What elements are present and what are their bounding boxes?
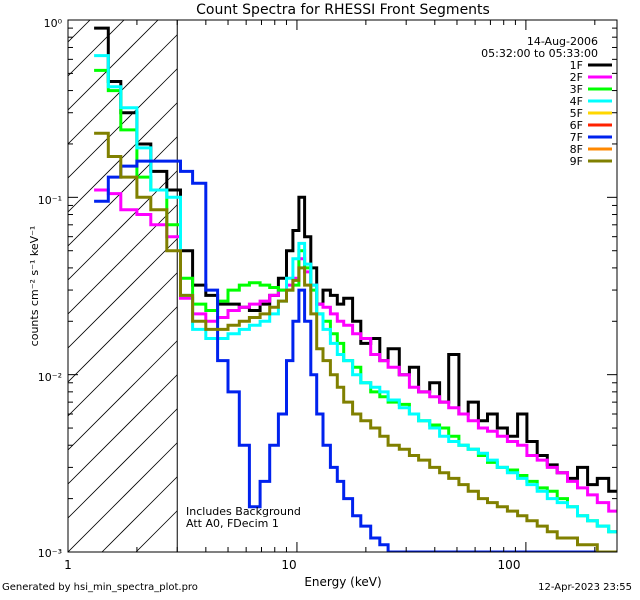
legend-label-8F: 8F <box>570 143 583 156</box>
hatch-line <box>68 20 125 77</box>
hatch-line <box>68 0 177 8</box>
background-hatch-region <box>68 0 178 552</box>
series-line-4F <box>94 54 617 534</box>
hatch-line <box>68 306 178 417</box>
hatch-line <box>68 408 178 519</box>
series-line-9F <box>94 131 617 552</box>
legend-label-5F: 5F <box>570 107 583 120</box>
x-tick-label-1: 1 <box>64 558 72 572</box>
hatch-line <box>68 204 178 315</box>
footer-generated-by: Generated by hsi_min_spectra_plot.pro <box>2 582 198 593</box>
hatch-line <box>68 102 178 213</box>
x-axis-label: Energy (keV) <box>304 575 381 589</box>
legend-label-9F: 9F <box>570 155 583 168</box>
series-line-7F <box>94 159 617 552</box>
legend-label-1F: 1F <box>570 59 583 72</box>
x-tick-label-100: 100 <box>498 558 521 572</box>
hatch-line <box>68 442 178 552</box>
y-tick-label-0.001: 10⁻³ <box>38 547 62 560</box>
legend-label-2F: 2F <box>570 71 583 84</box>
hatch-line <box>68 68 178 179</box>
series-line-1F <box>94 26 617 493</box>
chart-title: Count Spectra for RHESSI Front Segments <box>196 2 490 18</box>
annotation-background: Includes Background <box>186 505 301 518</box>
footer-timestamp: 12-Apr-2023 23:55 <box>538 582 632 593</box>
legend-time-range: 05:32:00 to 05:33:00 <box>481 47 598 60</box>
hatch-line <box>68 20 159 111</box>
hatch-line <box>68 20 91 43</box>
y-tick-label-0.01: 10⁻² <box>38 371 62 384</box>
legend: 14-Aug-2006 05:32:00 to 05:33:00 1F2F3F4… <box>481 35 612 168</box>
legend-label-6F: 6F <box>570 119 583 132</box>
y-tick-label-1: 10⁰ <box>44 17 63 30</box>
hatch-line <box>68 340 178 451</box>
legend-label-3F: 3F <box>570 83 583 96</box>
legend-label-7F: 7F <box>570 131 583 144</box>
series-line-3F <box>94 68 617 534</box>
x-tick-label-10: 10 <box>281 558 296 572</box>
annotation-attenuator: Att A0, FDecim 1 <box>186 517 279 530</box>
plot-frame <box>67 19 618 553</box>
hatch-line <box>135 510 178 552</box>
legend-label-4F: 4F <box>570 95 583 108</box>
hatch-line <box>68 374 178 485</box>
legend-date: 14-Aug-2006 <box>527 35 598 48</box>
series-line-2F <box>94 188 617 513</box>
y-axis-label: counts cm⁻² s⁻¹ keV⁻¹ <box>28 226 41 347</box>
hatch-line <box>68 136 178 247</box>
y-tick-label-0.1: 10⁻¹ <box>38 194 62 207</box>
hatch-line <box>68 34 178 145</box>
hatch-line <box>68 272 178 383</box>
hatch-line <box>101 476 178 552</box>
hatch-line <box>68 238 178 349</box>
